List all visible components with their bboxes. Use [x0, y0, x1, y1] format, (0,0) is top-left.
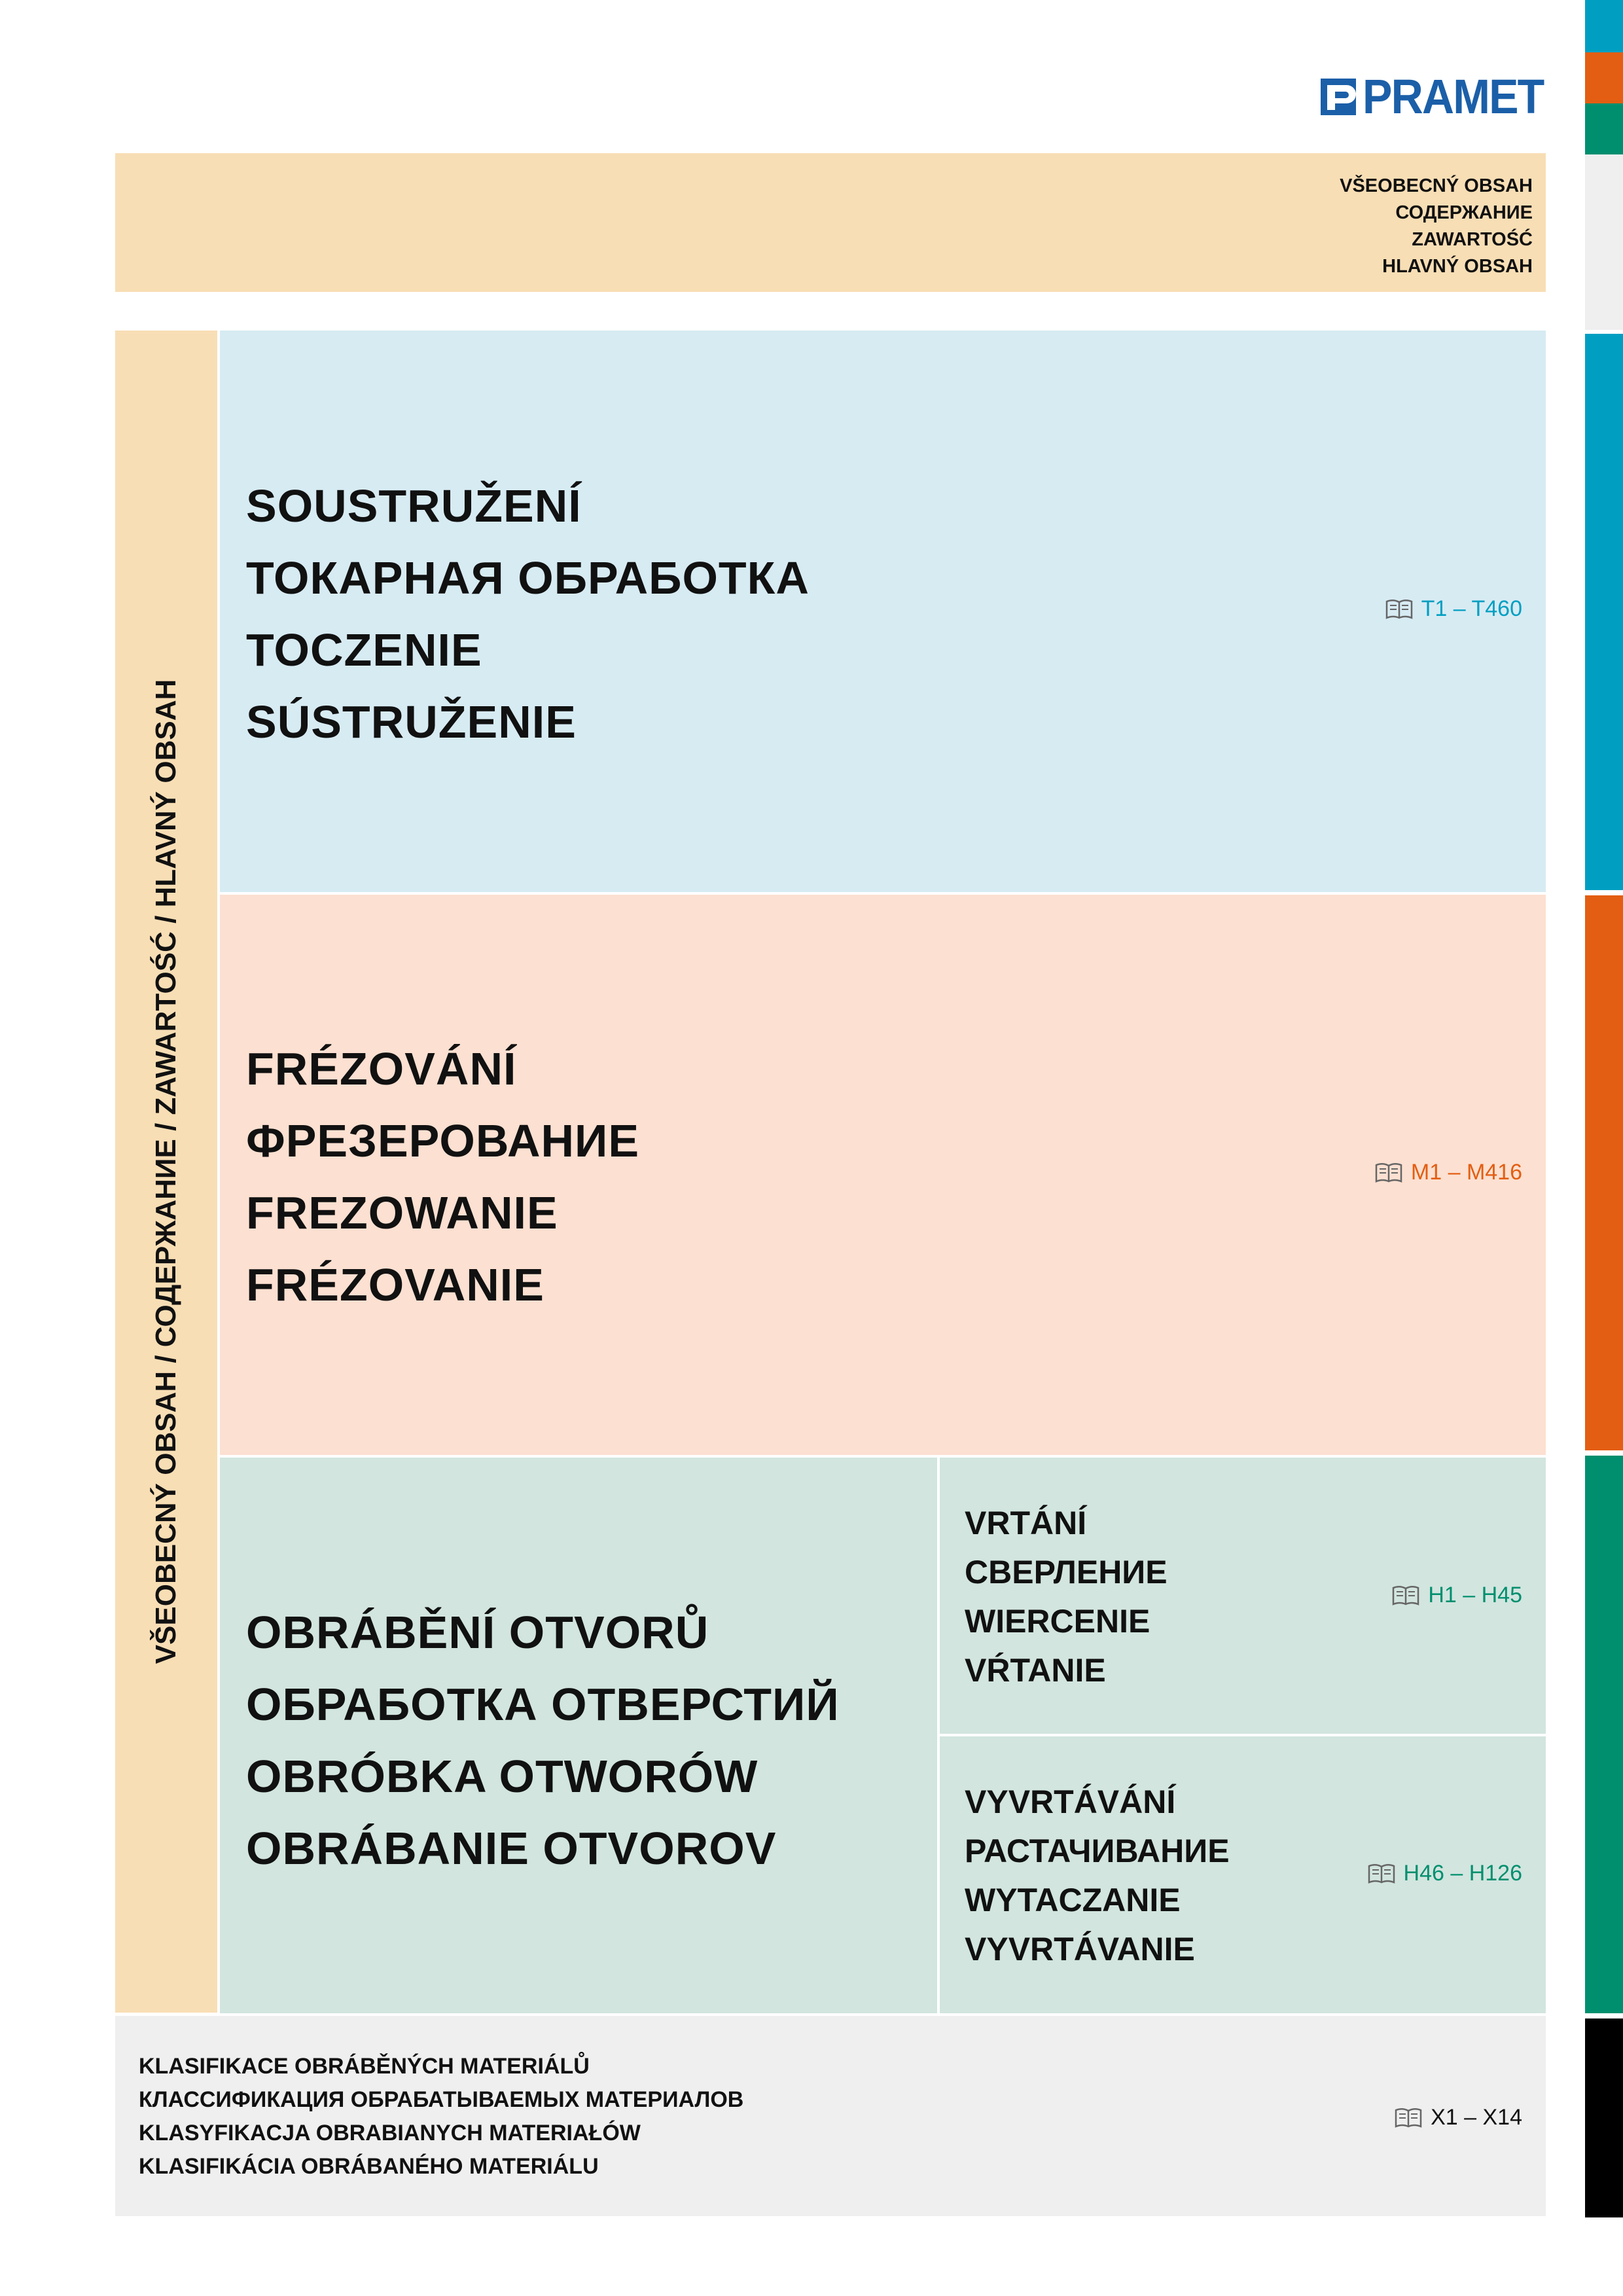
pramet-logo-icon [1321, 79, 1356, 115]
edge-tab-top-grey [1585, 154, 1623, 330]
page-ref-text: T1 – T460 [1421, 596, 1522, 621]
edge-tab-top-green [1585, 103, 1623, 154]
page-ref-materials[interactable]: X1 – X14 [1394, 2105, 1522, 2130]
section-holemaking-title: OBRÁBĚNÍ OTVORŮ ОБРАБОТКА ОТВЕРСТИЙ OBRÓ… [246, 1596, 840, 1884]
section-title-line: OBRÁBANIE OTVOROV [246, 1823, 777, 1874]
header-title-block: VŠEOBECNÝ OBSAH СОДЕРЖАНИЕ ZAWARTOŚĆ HLA… [1340, 173, 1533, 280]
header-line: VŠEOBECNÝ OBSAH [1340, 175, 1533, 196]
subsection-title-line: VYVRTÁVANIE [965, 1931, 1195, 1967]
sidebar-strip: VŠEOBECNÝ OBSAH / СОДЕРЖАНИЕ / ZAWARTOŚĆ… [115, 331, 217, 2013]
section-title-line: OBRÁBĚNÍ OTVORŮ [246, 1607, 709, 1658]
edge-tab-holemaking[interactable] [1585, 1456, 1623, 2013]
book-icon [1368, 1863, 1395, 1884]
pramet-logo: PRAMET [1321, 69, 1559, 124]
subsection-title-line: РАСТАЧИВАНИЕ [965, 1833, 1230, 1869]
header-line: СОДЕРЖАНИЕ [1395, 202, 1533, 223]
page-ref-text: M1 – M416 [1410, 1160, 1522, 1185]
section-title-line: FRÉZOVANIE [246, 1259, 544, 1310]
section-title-line: OBRÓBKA OTWORÓW [246, 1751, 758, 1802]
section-milling[interactable]: FRÉZOVÁNÍ ФРЕЗЕРОВАНИЕ FREZOWANIE FRÉZOV… [220, 895, 1546, 1455]
header-band: VŠEOBECNÝ OBSAH СОДЕРЖАНИЕ ZAWARTOŚĆ HLA… [115, 153, 1546, 292]
section-materials[interactable]: KLASIFIKACE OBRÁBĚNÝCH MATERIÁLŮ КЛАССИФ… [115, 2016, 1546, 2216]
section-turning[interactable]: SOUSTRUŽENÍ ТОКАРНАЯ ОБРАБОТКА TOCZENIE … [220, 331, 1546, 892]
edge-tab-top-blue [1585, 0, 1623, 52]
sidebar-label: VŠEOBECNÝ OBSAH / СОДЕРЖАНИЕ / ZAWARTOŚĆ… [150, 679, 182, 1664]
subsection-title-line: WYTACZANIE [965, 1882, 1181, 1918]
materials-line: KLASYFIKACJA OBRABIANYCH MATERIAŁÓW [139, 2121, 641, 2145]
section-boring-title: VYVRTÁVÁNÍ РАСТАЧИВАНИЕ WYTACZANIE VYVRT… [965, 1778, 1230, 1974]
header-line: ZAWARTOŚĆ [1412, 229, 1533, 250]
section-title-line: TOCZENIE [246, 624, 482, 675]
section-drilling-title: VRTÁNÍ СВЕРЛЕНИЕ WIERCENIE VŔTANIE [965, 1499, 1168, 1695]
page-ref-text: H46 – H126 [1403, 1861, 1522, 1886]
subsection-title-line: VŔTANIE [965, 1652, 1106, 1689]
section-title-line: FREZOWANIE [246, 1187, 558, 1238]
subsection-title-line: VYVRTÁVÁNÍ [965, 1784, 1176, 1820]
page-ref-boring[interactable]: H46 – H126 [1367, 1861, 1522, 1886]
subsection-title-line: СВЕРЛЕНИЕ [965, 1554, 1168, 1590]
section-drilling[interactable]: VRTÁNÍ СВЕРЛЕНИЕ WIERCENIE VŔTANIE H1 – … [940, 1458, 1546, 1734]
section-title-line: FRÉZOVÁNÍ [246, 1043, 517, 1094]
page-ref-drilling[interactable]: H1 – H45 [1391, 1583, 1522, 1608]
section-title-line: ТОКАРНАЯ ОБРАБОТКА [246, 552, 810, 603]
brand-name: PRAMET [1363, 69, 1544, 124]
section-title-line: SÚSTRUŽENIE [246, 696, 577, 747]
header-line: HLAVNÝ OBSAH [1382, 256, 1533, 277]
section-title-line: ФРЕЗЕРОВАНИЕ [246, 1115, 640, 1166]
section-milling-title: FRÉZOVÁNÍ ФРЕЗЕРОВАНИЕ FREZOWANIE FRÉZOV… [246, 1033, 639, 1321]
edge-tab-materials[interactable] [1585, 2018, 1623, 2217]
section-holemaking[interactable]: OBRÁBĚNÍ OTVORŮ ОБРАБОТКА ОТВЕРСТИЙ OBRÓ… [220, 1458, 937, 2013]
book-icon [1385, 599, 1412, 619]
section-title-line: ОБРАБОТКА ОТВЕРСТИЙ [246, 1679, 840, 1730]
edge-tab-turning[interactable] [1585, 334, 1623, 890]
page-ref-text: X1 – X14 [1431, 2105, 1522, 2130]
edge-tab-milling[interactable] [1585, 895, 1623, 1450]
materials-line: KLASIFIKÁCIA OBRÁBANÉHO MATERIÁLU [139, 2154, 599, 2179]
subsection-title-line: WIERCENIE [965, 1603, 1150, 1640]
page-ref-turning[interactable]: T1 – T460 [1385, 596, 1522, 622]
section-turning-title: SOUSTRUŽENÍ ТОКАРНАЯ ОБРАБОТКА TOCZENIE … [246, 470, 810, 758]
book-icon [1395, 2108, 1422, 2128]
section-title-line: SOUSTRUŽENÍ [246, 480, 582, 531]
book-icon [1375, 1162, 1402, 1183]
page-ref-text: H1 – H45 [1428, 1583, 1522, 1607]
section-boring[interactable]: VYVRTÁVÁNÍ РАСТАЧИВАНИЕ WYTACZANIE VYVRT… [940, 1736, 1546, 2013]
book-icon [1393, 1585, 1419, 1605]
page-ref-milling[interactable]: M1 – M416 [1374, 1160, 1522, 1185]
subsection-title-line: VRTÁNÍ [965, 1505, 1087, 1541]
materials-line: КЛАССИФИКАЦИЯ ОБРАБАТЫВАЕМЫХ МАТЕРИАЛОВ [139, 2087, 744, 2112]
materials-line: KLASIFIKACE OBRÁBĚNÝCH MATERIÁLŮ [139, 2054, 590, 2079]
materials-title: KLASIFIKACE OBRÁBĚNÝCH MATERIÁLŮ КЛАССИФ… [139, 2050, 743, 2183]
edge-tab-top-orange [1585, 52, 1623, 103]
